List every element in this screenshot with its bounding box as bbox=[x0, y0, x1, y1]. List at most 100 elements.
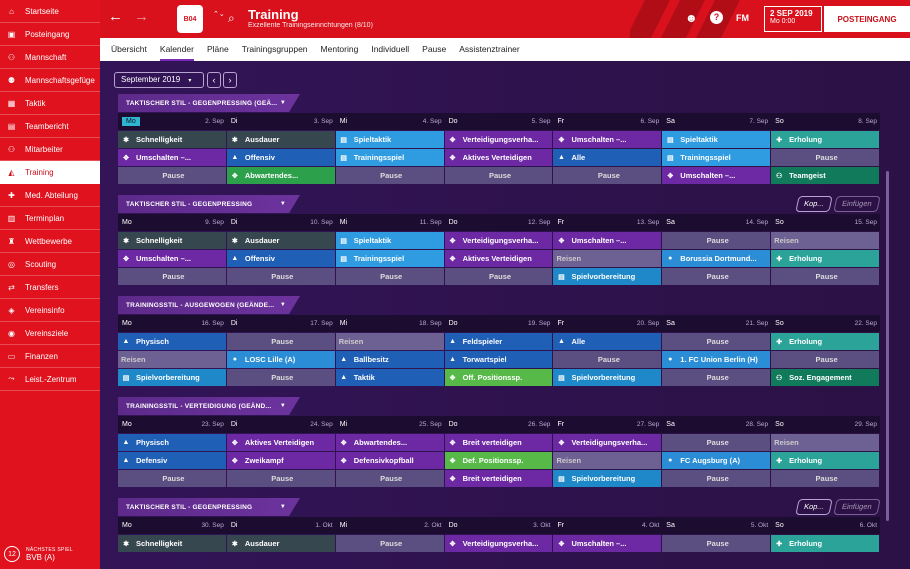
copy-week-button[interactable]: Kop... bbox=[795, 499, 833, 515]
training-session[interactable]: Pause bbox=[662, 434, 771, 451]
training-session[interactable]: Pause bbox=[553, 167, 662, 184]
training-session[interactable]: Pause bbox=[226, 333, 335, 350]
training-session[interactable]: ✥ Off. Positionssp. bbox=[444, 369, 553, 386]
training-session[interactable]: ● Borussia Dortmund... bbox=[662, 250, 771, 267]
sidebar-item-vereinsziele[interactable]: ◉ Vereinsziele bbox=[0, 322, 100, 345]
training-session[interactable]: ▲ Physisch bbox=[118, 434, 226, 451]
training-session[interactable]: Reisen bbox=[771, 232, 880, 249]
training-session[interactable]: ✥ Defensivkopfball bbox=[335, 452, 444, 469]
continue-button[interactable]: POSTEINGANG bbox=[824, 6, 910, 32]
sidebar-item-mitarbeiter[interactable]: ⚇ Mitarbeiter bbox=[0, 138, 100, 161]
club-switch-chevron-icon[interactable]: ⌃⌄ bbox=[213, 11, 225, 18]
training-session[interactable]: ✥ Umschalten –... bbox=[553, 232, 662, 249]
tab-trainingsgruppen[interactable]: Trainingsgruppen bbox=[241, 44, 308, 54]
training-session[interactable]: Pause bbox=[662, 369, 771, 386]
training-session[interactable]: ✥ Abwartendes... bbox=[335, 434, 444, 451]
training-session[interactable]: ▤ Spielvorbereitung bbox=[118, 369, 226, 386]
training-session[interactable]: ✥ Zweikampf bbox=[226, 452, 335, 469]
training-session[interactable]: Pause bbox=[662, 535, 771, 552]
training-session[interactable]: Pause bbox=[118, 167, 226, 184]
training-session[interactable]: Pause bbox=[118, 470, 226, 487]
training-session[interactable]: ▲ Physisch bbox=[118, 333, 226, 350]
training-session[interactable]: Pause bbox=[771, 351, 880, 368]
sidebar-item-taktik[interactable]: ▦ Taktik bbox=[0, 92, 100, 115]
training-session[interactable]: Reisen bbox=[118, 351, 226, 368]
sidebar-item-startseite[interactable]: ⌂ Startseite bbox=[0, 0, 100, 23]
sidebar-item-training[interactable]: ◭ Training bbox=[0, 161, 100, 184]
week-style-dropdown[interactable]: TRAININGSSTIL - AUSGEWOGEN (GEÄNDE... ▼ bbox=[118, 296, 300, 314]
sidebar-item-vereinsinfo[interactable]: ◈ Vereinsinfo bbox=[0, 299, 100, 322]
training-session[interactable]: ✥ Aktives Verteidigen bbox=[226, 434, 335, 451]
sidebar-item-leist-zentrum[interactable]: ⤳ Leist.-Zentrum bbox=[0, 368, 100, 391]
training-session[interactable]: ✚ Erholung bbox=[771, 535, 880, 552]
week-style-dropdown[interactable]: TAKTISCHER STIL - GEGENPRESSING ▼ bbox=[118, 195, 300, 213]
training-session[interactable]: Reisen bbox=[553, 452, 662, 469]
training-session[interactable]: Pause bbox=[662, 470, 771, 487]
training-session[interactable]: Pause bbox=[335, 268, 444, 285]
help-icon[interactable]: ? bbox=[710, 11, 723, 24]
forward-arrow-icon[interactable]: → bbox=[134, 8, 149, 25]
sidebar-item-teambericht[interactable]: ▤ Teambericht bbox=[0, 115, 100, 138]
training-session[interactable]: ✥ Breit verteidigen bbox=[444, 470, 553, 487]
scrollbar[interactable] bbox=[886, 171, 889, 521]
training-session[interactable]: ▤ Spieltaktik bbox=[335, 232, 444, 249]
training-session[interactable]: ▲ Alle bbox=[553, 149, 662, 166]
tab-pläne[interactable]: Pläne bbox=[206, 44, 229, 54]
training-session[interactable]: ▲ Taktik bbox=[335, 369, 444, 386]
copy-week-button[interactable]: Kop... bbox=[795, 196, 833, 212]
training-session[interactable]: ✥ Aktives Verteidigen bbox=[444, 250, 553, 267]
training-session[interactable]: Pause bbox=[226, 369, 335, 386]
week-style-dropdown[interactable]: TAKTISCHER STIL - GEGENPRESSING (GEÄ... ▼ bbox=[118, 94, 300, 112]
tab-mentoring[interactable]: Mentoring bbox=[320, 44, 359, 54]
tab-individuell[interactable]: Individuell bbox=[371, 44, 410, 54]
training-session[interactable]: Pause bbox=[662, 232, 771, 249]
training-session[interactable]: ▤ Spielvorbereitung bbox=[553, 369, 662, 386]
training-session[interactable]: ▤ Trainingsspiel bbox=[662, 149, 771, 166]
sidebar-item-transfers[interactable]: ⇄ Transfers bbox=[0, 276, 100, 299]
training-session[interactable]: ✥ Umschalten –... bbox=[553, 131, 662, 148]
week-style-dropdown[interactable]: TRAININGSSTIL - VERTEIDIGUNG (GEÄND... ▼ bbox=[118, 397, 300, 415]
training-session[interactable]: ✥ Aktives Verteidigen bbox=[444, 149, 553, 166]
training-session[interactable]: ✱ Schnelligkeit bbox=[118, 131, 226, 148]
training-session[interactable]: Pause bbox=[118, 268, 226, 285]
training-session[interactable]: ✥ Def. Positionssp. bbox=[444, 452, 553, 469]
training-session[interactable]: Pause bbox=[335, 470, 444, 487]
sidebar-item-scouting[interactable]: ◎ Scouting bbox=[0, 253, 100, 276]
sidebar-item-terminplan[interactable]: ▥ Terminplan bbox=[0, 207, 100, 230]
sidebar-item-mannschaft[interactable]: ⚇ Mannschaft bbox=[0, 46, 100, 69]
training-session[interactable]: Reisen bbox=[771, 434, 880, 451]
training-session[interactable]: ⚇ Teamgeist bbox=[771, 167, 880, 184]
social-feed-icon[interactable]: ☻ bbox=[685, 11, 698, 25]
training-session[interactable]: ● 1. FC Union Berlin (H) bbox=[662, 351, 771, 368]
training-session[interactable]: Pause bbox=[662, 268, 771, 285]
training-session[interactable]: ✥ Verteidigungsverha... bbox=[444, 535, 553, 552]
training-session[interactable]: ▤ Spieltaktik bbox=[335, 131, 444, 148]
training-session[interactable]: Pause bbox=[662, 333, 771, 350]
search-icon[interactable]: ⌕ bbox=[228, 11, 235, 25]
training-session[interactable]: ● FC Augsburg (A) bbox=[662, 452, 771, 469]
sidebar-item-finanzen[interactable]: ▭ Finanzen bbox=[0, 345, 100, 368]
training-session[interactable]: Pause bbox=[444, 268, 553, 285]
training-session[interactable]: ✥ Verteidigungsverha... bbox=[553, 434, 662, 451]
next-month-button[interactable]: › bbox=[223, 72, 237, 88]
training-session[interactable]: ✥ Breit verteidigen bbox=[444, 434, 553, 451]
training-session[interactable]: Pause bbox=[771, 268, 880, 285]
training-session[interactable]: ▲ Alle bbox=[553, 333, 662, 350]
training-session[interactable]: Reisen bbox=[553, 250, 662, 267]
training-session[interactable]: ✥ Umschalten –... bbox=[118, 149, 226, 166]
training-session[interactable]: ▲ Offensiv bbox=[226, 250, 335, 267]
sidebar-item-med-abteilung[interactable]: ✚ Med. Abteilung bbox=[0, 184, 100, 207]
training-session[interactable]: ▲ Defensiv bbox=[118, 452, 226, 469]
training-session[interactable]: ✱ Ausdauer bbox=[226, 232, 335, 249]
training-session[interactable]: ✚ Erholung bbox=[771, 131, 880, 148]
training-session[interactable]: Pause bbox=[444, 167, 553, 184]
training-session[interactable]: Pause bbox=[771, 470, 880, 487]
training-session[interactable]: ✚ Erholung bbox=[771, 250, 880, 267]
tab-pause[interactable]: Pause bbox=[422, 44, 447, 54]
paste-week-button[interactable]: Einfügen bbox=[833, 196, 881, 212]
training-session[interactable]: ▤ Spielvorbereitung bbox=[553, 268, 662, 285]
training-session[interactable]: Pause bbox=[226, 268, 335, 285]
training-session[interactable]: ✱ Schnelligkeit bbox=[118, 535, 226, 552]
training-session[interactable]: ✚ Erholung bbox=[771, 452, 880, 469]
prev-month-button[interactable]: ‹ bbox=[207, 72, 221, 88]
